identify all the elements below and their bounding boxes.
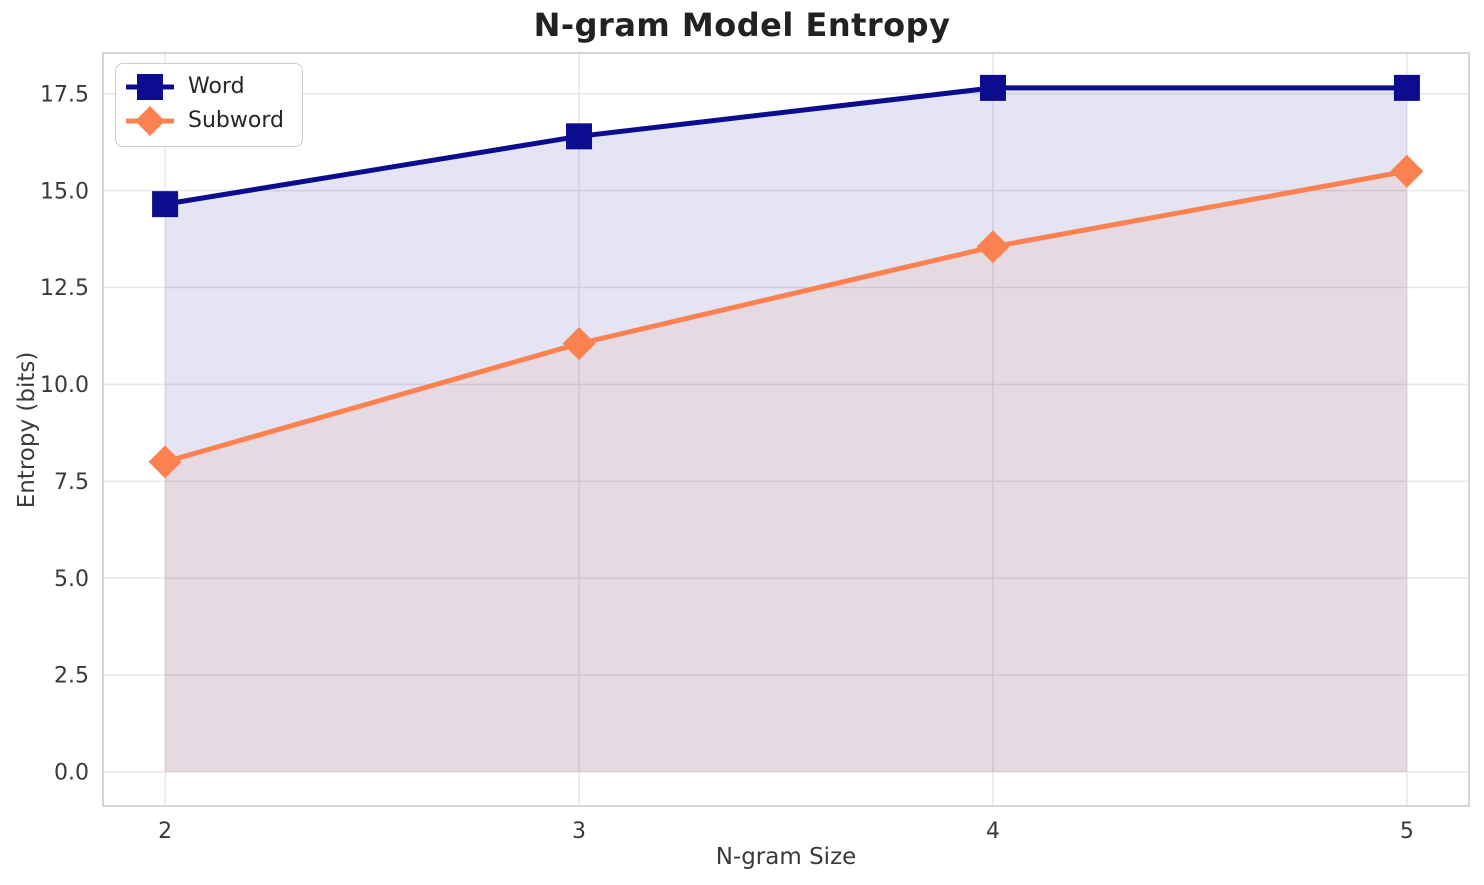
x-axis-label: N-gram Size — [715, 844, 857, 870]
series-line-word — [162, 85, 1410, 207]
marker-square-word — [1393, 74, 1420, 101]
marker-square-word — [566, 123, 593, 150]
legend: Word Subword — [115, 63, 303, 147]
series-line-subword — [162, 168, 1410, 465]
chart-title: N-gram Model Entropy — [533, 6, 951, 44]
marker-diamond-subword — [1390, 154, 1424, 188]
marker-square-word — [152, 191, 179, 218]
x-tick-label: 5 — [1400, 819, 1414, 844]
y-axis-label: Entropy (bits) — [14, 351, 40, 509]
x-tick-label: 3 — [572, 819, 586, 844]
area-fill-word — [165, 87, 1407, 772]
legend-label-word: Word — [188, 74, 245, 99]
y-tick-label: 17.5 — [40, 82, 89, 107]
marker-diamond-subword — [148, 445, 182, 479]
marker-square-word — [979, 74, 1006, 101]
y-tick-label: 2.5 — [54, 664, 89, 689]
legend-item-subword: Subword — [126, 105, 284, 137]
x-tick-label: 2 — [158, 819, 172, 844]
y-tick-label: 0.0 — [54, 761, 89, 786]
x-tick-label: 4 — [986, 819, 1000, 844]
area-fill-subword — [165, 171, 1407, 772]
marker-diamond-subword — [976, 230, 1010, 264]
legend-subword-marker-icon — [126, 106, 174, 136]
plot-border — [102, 52, 1470, 807]
y-tick-label: 15.0 — [40, 179, 89, 204]
y-tick-label: 12.5 — [40, 276, 89, 301]
y-tick-label: 10.0 — [40, 373, 89, 398]
legend-word-marker-icon — [126, 74, 174, 100]
y-tick-label: 7.5 — [54, 470, 89, 495]
y-tick-label: 5.0 — [54, 567, 89, 592]
marker-diamond-subword — [562, 327, 596, 361]
legend-item-word: Word — [126, 71, 284, 103]
legend-label-subword: Subword — [188, 108, 284, 133]
